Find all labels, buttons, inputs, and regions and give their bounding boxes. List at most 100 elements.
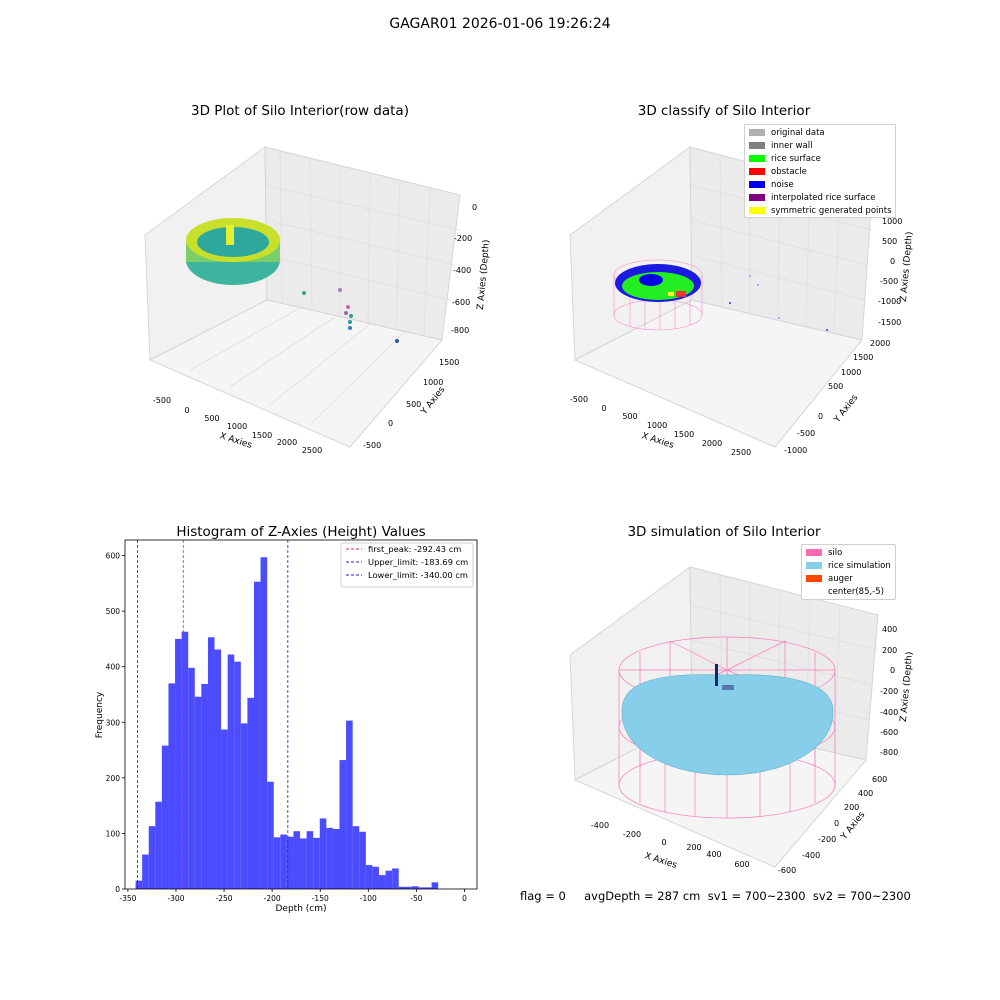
- histogram-bar: [332, 828, 340, 889]
- histogram-vlines: [137, 540, 289, 889]
- classify-xtick: 500: [622, 412, 637, 421]
- classify-xtick: 1000: [647, 421, 667, 430]
- histogram-title: Histogram of Z-Axies (Height) Values: [176, 524, 425, 540]
- sim-ztick: -800: [880, 748, 898, 757]
- classify-xtick: 2500: [731, 448, 751, 457]
- raw-ytick: 1500: [439, 358, 459, 367]
- classify-xtick: 0: [601, 404, 606, 413]
- sim-legend-label: silo: [828, 547, 843, 558]
- histogram-bar: [293, 831, 301, 889]
- histogram-bar: [221, 729, 228, 889]
- classify-legend-label: original data: [771, 127, 825, 138]
- histogram-bar: [425, 887, 432, 889]
- sim-legend-item: auger: [802, 572, 895, 585]
- histogram-bar: [240, 723, 248, 889]
- classify-legend-label: symmetric generated points: [771, 205, 892, 216]
- histogram-bar: [431, 882, 439, 889]
- sim-legend-label: rice simulation: [828, 560, 891, 571]
- histogram-bar: [418, 887, 426, 889]
- classify-ytick: -1000: [784, 446, 807, 455]
- histogram-bar: [181, 631, 189, 889]
- histogram-bar: [267, 781, 274, 889]
- classify-ytick: 0: [818, 412, 823, 421]
- sim-ytick: -400: [802, 851, 820, 860]
- histogram-bar: [188, 667, 195, 889]
- histogram-bar: [398, 886, 406, 889]
- classify-legend-swatch: [749, 142, 765, 149]
- sim-xtick: 600: [734, 860, 749, 869]
- sim-xtick: 0: [661, 838, 666, 847]
- raw-ztick: -600: [452, 298, 470, 307]
- histogram-ytick-label: 600: [106, 552, 121, 561]
- classify-legend-swatch: [749, 194, 765, 201]
- classify-ytick: 1000: [841, 368, 861, 377]
- figure-title: GAGAR01 2026-01-06 19:26:24: [389, 16, 611, 32]
- raw-ytick: -500: [363, 441, 381, 450]
- sim-legend-item: center(85,-5): [802, 585, 895, 598]
- histogram-legend-label: Upper_limit: -183.69 cm: [368, 557, 468, 567]
- histogram-xtick-label: -100: [360, 894, 377, 903]
- classify-legend-item: noise: [745, 178, 895, 191]
- classify-ztick: 0: [890, 257, 895, 266]
- sim-ytick: 0: [834, 819, 839, 828]
- histogram-xtick-label: -350: [119, 894, 136, 903]
- histogram-bar: [194, 696, 202, 889]
- sim-legend-label: auger: [828, 573, 853, 584]
- raw-pane-floor: [148, 299, 443, 448]
- histogram-ytick-label: 400: [106, 663, 121, 672]
- raw-xtick: 2500: [302, 446, 322, 455]
- histogram-bar: [168, 683, 176, 889]
- classify-zlabel: Z Axies (Depth): [899, 231, 915, 302]
- sim-ztick: -200: [880, 687, 898, 696]
- histogram-ytick-label: 0: [115, 885, 120, 894]
- classify-legend-item: inner wall: [745, 139, 895, 152]
- classify-ytick: 1500: [853, 353, 873, 362]
- classify-symmetric: [668, 292, 674, 296]
- classify-legend-label: noise: [771, 179, 794, 190]
- sim-xlabel: X Axies: [643, 851, 678, 871]
- histogram-bar: [247, 697, 254, 889]
- sim-ztick: 0: [890, 666, 895, 675]
- histogram-bar: [260, 557, 268, 889]
- sim-legend-swatch: [806, 562, 822, 569]
- raw-outlier-points: [302, 288, 399, 343]
- histogram-bar: [392, 868, 399, 889]
- histogram-bar: [286, 836, 294, 889]
- sim-ytick: -600: [778, 866, 796, 875]
- classify-ztick: -1500: [878, 318, 901, 327]
- histogram-xtick-label: -300: [167, 894, 184, 903]
- raw-ytick: 1000: [423, 378, 443, 387]
- classify-legend-item: interpolated rice surface: [745, 191, 895, 204]
- histogram-bar: [201, 683, 208, 889]
- histogram-ylabel: Frequency: [95, 691, 105, 738]
- classify-obstacle: [676, 291, 686, 297]
- raw-xtick: -500: [153, 396, 171, 405]
- sim-ztick: -400: [880, 708, 898, 717]
- sim-legend-item: rice simulation: [802, 559, 895, 572]
- classify-xtick: 2000: [702, 439, 722, 448]
- raw-xtick: 1500: [252, 431, 272, 440]
- histogram-bar: [207, 637, 215, 889]
- histogram-bar: [148, 826, 156, 889]
- histogram-legend: [340, 542, 474, 588]
- classify-noise-patch: [639, 274, 663, 286]
- histogram-bars: [135, 557, 439, 889]
- histogram-legend-label: Lower_limit: -340.00 cm: [368, 570, 468, 580]
- sim-ytick: 600: [872, 775, 887, 784]
- classify-plot-title: 3D classify of Silo Interior: [637, 103, 811, 119]
- classify-xlabel: X Axies: [640, 431, 675, 451]
- histogram-bar: [135, 880, 143, 889]
- sim-legend-item: silo: [802, 546, 895, 559]
- sim-rice-surface: [621, 674, 834, 776]
- sim-zlabel: Z Axies (Depth): [899, 651, 915, 722]
- raw-ytick: 0: [388, 419, 393, 428]
- histogram-xticks: -350 -300 -250 -200 -150 -100 -50 0: [119, 889, 467, 903]
- histogram-bar: [365, 865, 373, 889]
- histogram-bar: [253, 581, 261, 889]
- histogram-ytick-label: 200: [106, 774, 121, 783]
- classify-legend-label: obstacle: [771, 166, 807, 177]
- histogram-bar: [378, 875, 386, 889]
- sim-legend: silo rice simulation auger center(85,-5): [801, 544, 896, 600]
- histogram-bar: [273, 837, 281, 889]
- raw-xtick: 1000: [227, 422, 247, 431]
